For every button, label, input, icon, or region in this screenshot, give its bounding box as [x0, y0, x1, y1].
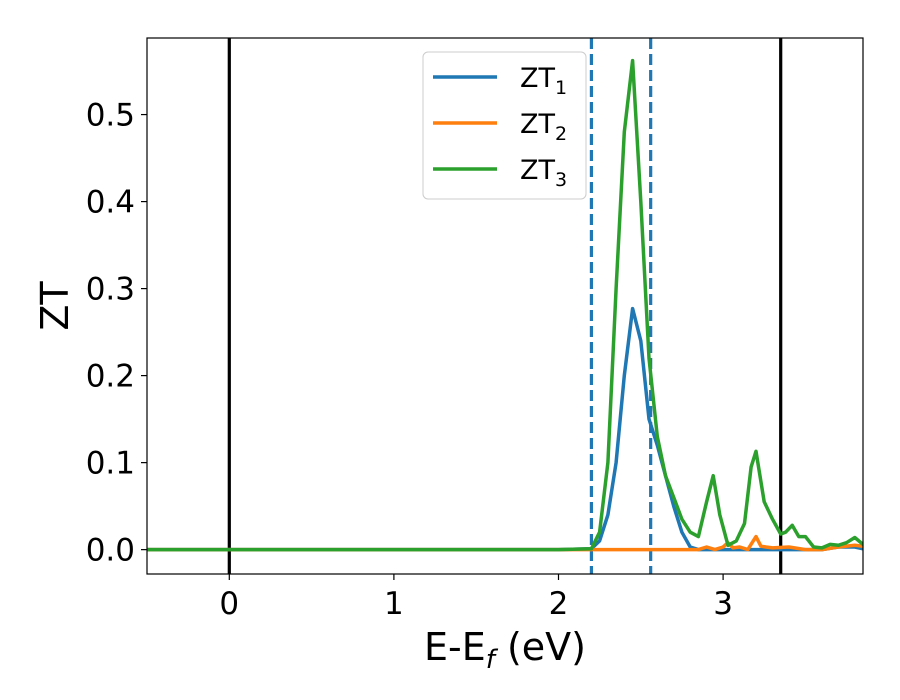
legend-label-2: ZT2 [520, 109, 567, 145]
x-tick-label-1: 1 [384, 586, 404, 622]
series-line-1 [147, 306, 863, 552]
y-tick-label-5: 0.5 [86, 98, 135, 134]
series-line-2 [147, 534, 863, 552]
series-line-3 [147, 58, 863, 552]
x-axis-title: E-Ef (eV) [424, 625, 586, 675]
x-tick-label-2: 2 [549, 586, 569, 622]
plot-frame [146, 37, 864, 575]
x-tick-label-0: 0 [219, 586, 239, 622]
y-tick-label-2: 0.2 [86, 359, 135, 395]
legend: ZT1 ZT2 ZT3 [422, 51, 587, 200]
y-tick-label-3: 0.3 [86, 272, 135, 308]
y-axis-title: ZT [33, 281, 77, 331]
y-tick-label-1: 0.1 [86, 446, 135, 482]
y-tick-label-0: 0.0 [86, 533, 135, 569]
x-tick-label-3: 3 [713, 586, 733, 622]
legend-box [422, 51, 587, 200]
legend-label-1: ZT1 [520, 63, 567, 99]
y-tick-label-4: 0.4 [86, 185, 135, 221]
legend-label-3: ZT3 [520, 155, 567, 191]
